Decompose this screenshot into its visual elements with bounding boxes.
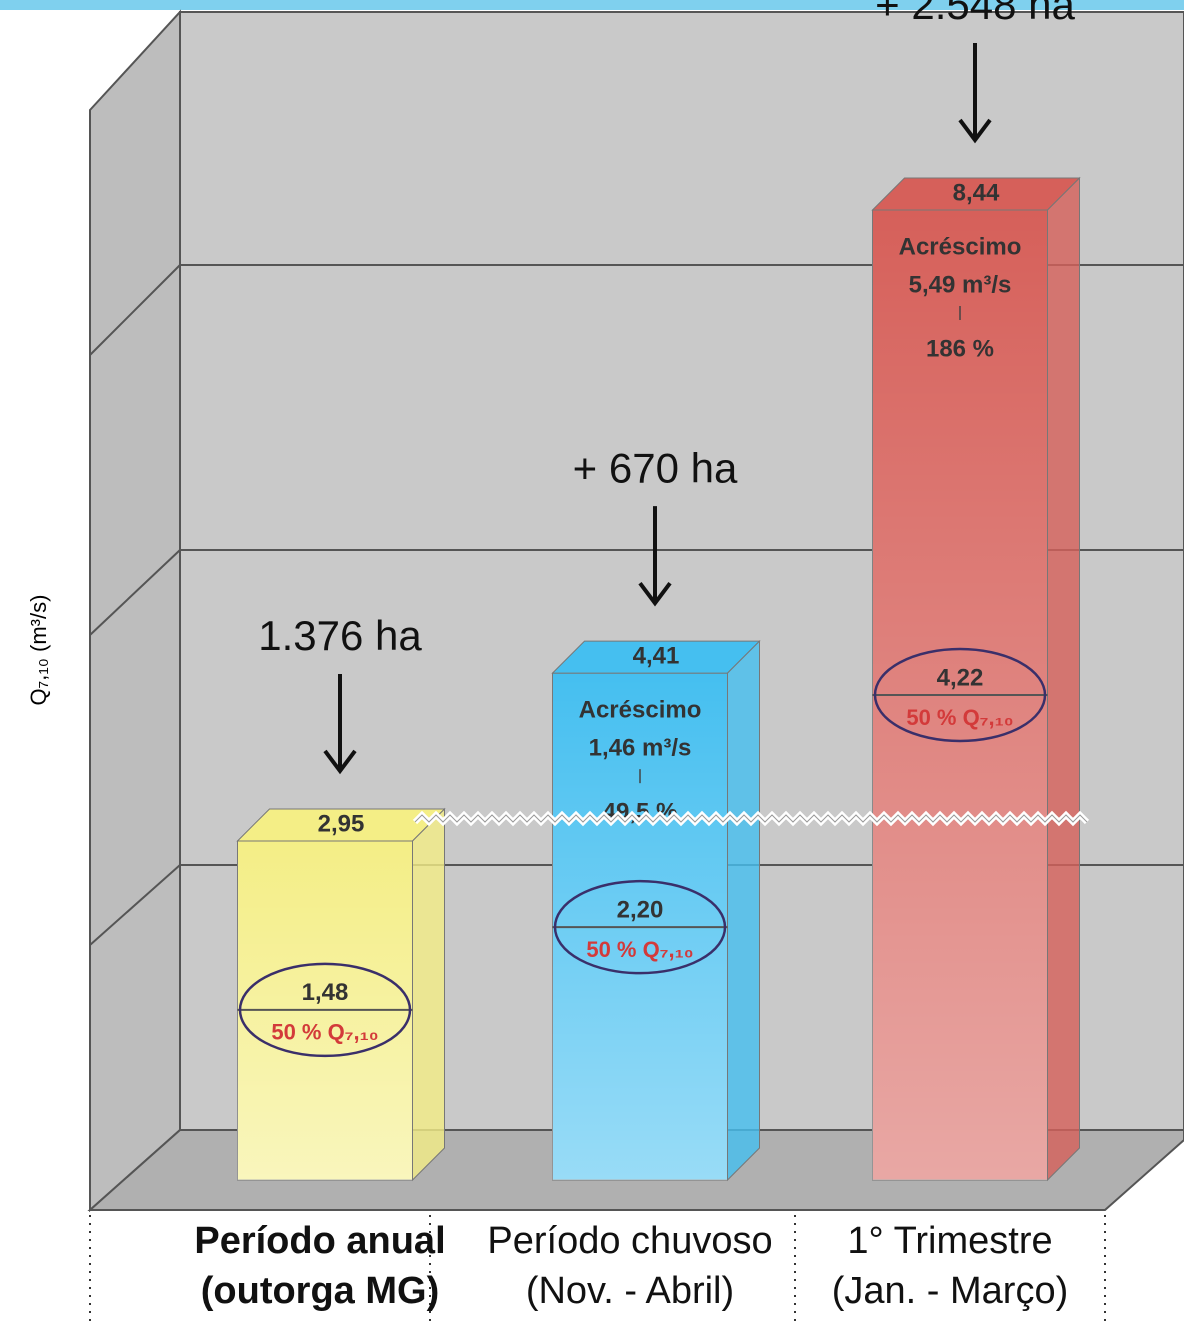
category-label: (Nov. - Abril) — [526, 1270, 734, 1312]
value-label: 8,44 — [953, 179, 1000, 206]
bar-side — [412, 807, 445, 1182]
category-label: Período chuvoso — [487, 1220, 772, 1262]
annotation: + 2.548 ha — [875, 0, 1075, 28]
bar-side — [1047, 176, 1080, 1182]
value-label: 4,41 — [633, 643, 680, 670]
increment-title: Acréscimo — [899, 233, 1022, 260]
annotation: + 670 ha — [573, 444, 738, 491]
half-value-label: 2,20 — [617, 897, 664, 924]
half-ellipse — [238, 962, 412, 1058]
category-label: (outorga MG) — [201, 1270, 440, 1312]
category-label: (Jan. - Março) — [832, 1270, 1068, 1312]
annotation-arrowhead — [323, 749, 357, 775]
increment-label: 1,46 m³/s — [589, 735, 692, 762]
half-label: 50 % Q₇,₁₀ — [906, 705, 1013, 730]
side-wall — [89, 9, 181, 1213]
top-band — [0, 0, 1184, 10]
half-value-label: 4,22 — [937, 664, 984, 691]
value-label: 2,95 — [318, 810, 365, 837]
increment-percent: 186 % — [926, 335, 994, 362]
annotation-arrowhead — [638, 581, 672, 607]
half-ellipse — [553, 879, 727, 975]
axis-break-outline — [414, 814, 1088, 823]
category-label: Período anual — [194, 1220, 445, 1262]
bar-side — [727, 639, 760, 1182]
annotation-arrowhead — [958, 118, 992, 144]
annotation: 1.376 ha — [258, 612, 422, 659]
increment-label: 5,49 m³/s — [909, 271, 1012, 298]
y-axis-label: Q₇,₁₀ (m³/s) — [26, 595, 51, 706]
half-ellipse — [873, 647, 1047, 743]
half-label: 50 % Q₇,₁₀ — [586, 937, 693, 962]
category-label: 1° Trimestre — [847, 1220, 1052, 1262]
increment-title: Acréscimo — [579, 697, 702, 724]
half-value-label: 1,48 — [302, 979, 349, 1006]
half-label: 50 % Q₇,₁₀ — [271, 1020, 378, 1045]
